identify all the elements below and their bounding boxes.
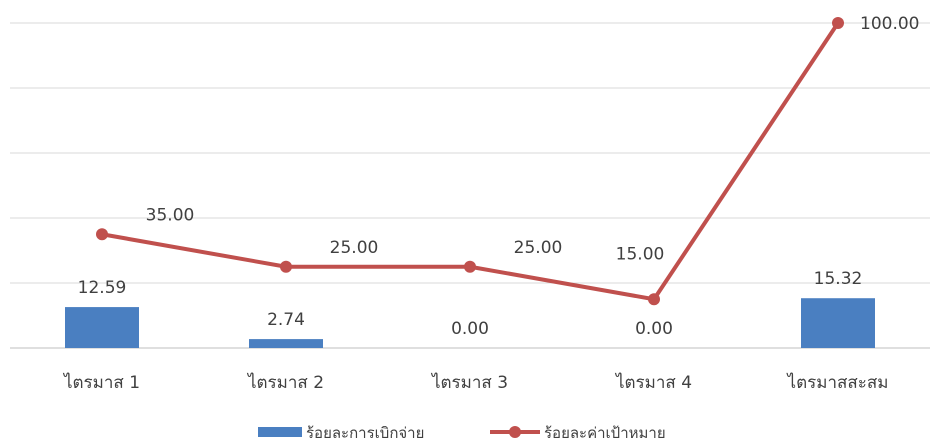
x-tick-label: ไตรมาสสะสม <box>786 372 889 393</box>
bar-data-label: 15.32 <box>814 269 863 289</box>
bar-data-label: 0.00 <box>635 319 673 339</box>
legend-marker-line <box>509 426 521 438</box>
line-point[interactable] <box>464 260 476 273</box>
x-tick-label: ไตรมาส 4 <box>614 372 692 393</box>
line-data-label: 25.00 <box>330 238 379 258</box>
data-labels: 12.59 2.74 0.00 0.00 15.32 35.00 25.00 25.00 15.… <box>78 14 920 339</box>
bar-data-label: 0.00 <box>451 319 489 339</box>
x-axis: ไตรมาส 1 ไตรมาส 2 ไตรมาส 3 ไตรมาส 4 ไตรมาสสะ… <box>62 372 889 393</box>
bar-data-label: 12.59 <box>78 278 127 298</box>
line-point[interactable] <box>832 17 844 29</box>
legend-label-bar: ร้อยละการเบิกจ่าย <box>306 424 424 442</box>
legend-item-line[interactable]: ร้อยละค่าเป้าหมาย <box>490 424 666 442</box>
bar-data-label: 2.74 <box>267 310 305 330</box>
line-data-label: 35.00 <box>146 205 195 225</box>
bar[interactable] <box>65 307 139 348</box>
bar[interactable] <box>801 298 875 348</box>
series-line <box>101 21 840 302</box>
line-data-label: 25.00 <box>514 238 563 258</box>
line-series <box>96 17 844 306</box>
x-tick-label: ไตรมาส 1 <box>62 372 140 393</box>
line-data-label: 100.00 <box>860 14 919 34</box>
line-point[interactable] <box>280 260 292 273</box>
line-point[interactable] <box>96 228 108 241</box>
gridlines <box>10 22 930 349</box>
bar[interactable] <box>249 339 323 348</box>
legend-item-bar[interactable]: ร้อยละการเบิกจ่าย <box>258 424 424 442</box>
legend-label-line: ร้อยละค่าเป้าหมาย <box>544 424 666 442</box>
legend-swatch-bar <box>258 427 302 437</box>
x-tick-label: ไตรมาส 2 <box>246 372 324 393</box>
bar-series <box>65 298 875 348</box>
x-tick-label: ไตรมาส 3 <box>430 372 508 393</box>
legend[interactable]: ร้อยละการเบิกจ่าย ร้อยละค่าเป้าหมาย <box>258 424 666 442</box>
line-point[interactable] <box>648 293 660 306</box>
line-data-label: 15.00 <box>616 244 665 264</box>
